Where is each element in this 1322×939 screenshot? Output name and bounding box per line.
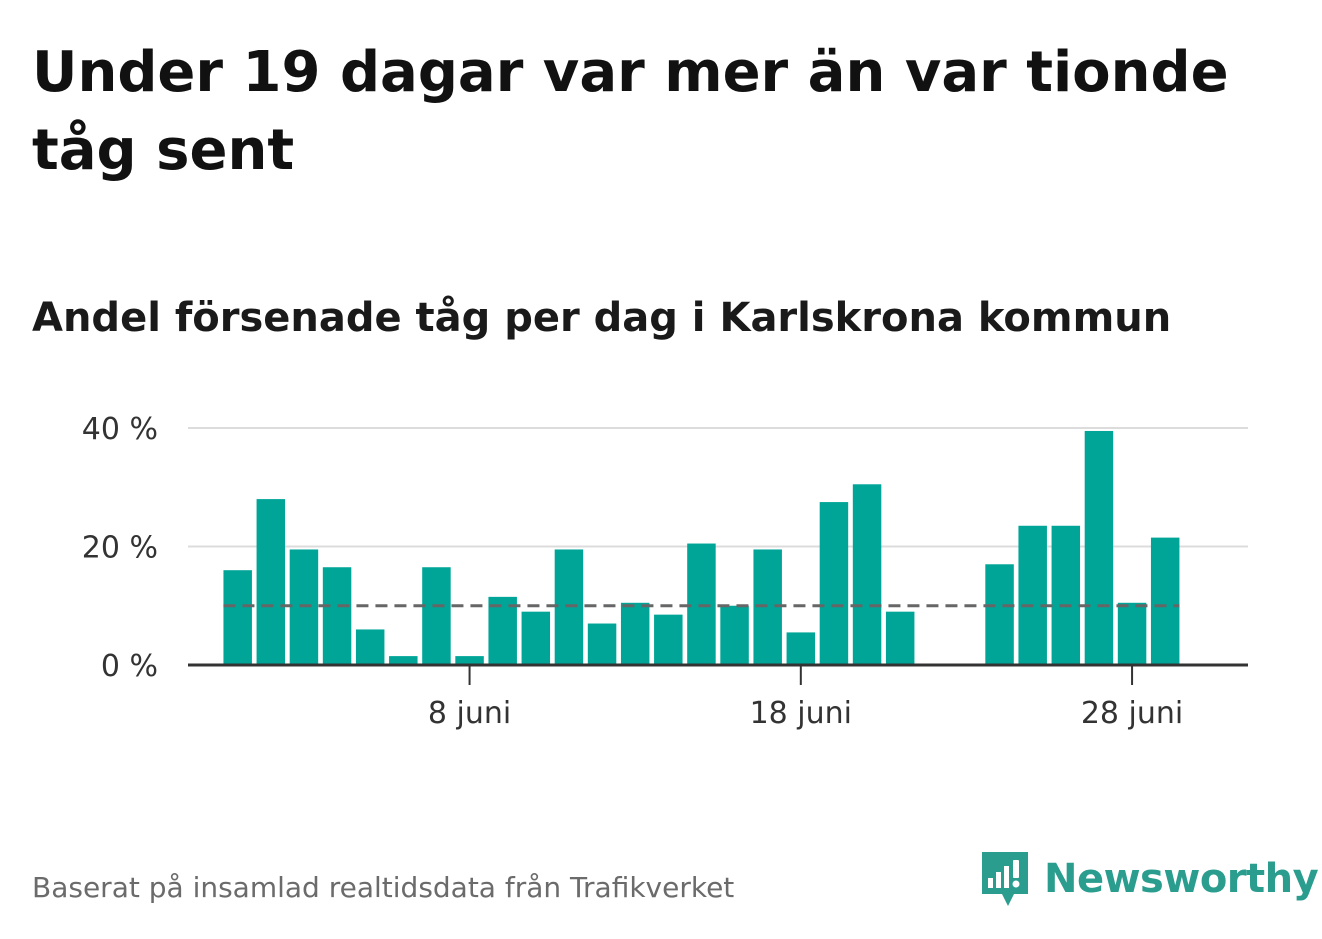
bar <box>654 614 683 665</box>
y-tick-label: 20 % <box>82 531 158 566</box>
bar <box>223 570 252 665</box>
bar-chart: 0 % 20 % 40 % 8 juni 18 juni 28 juni <box>82 412 1248 731</box>
bar <box>885 611 915 665</box>
x-tick-label: 8 juni <box>428 696 511 731</box>
source-note: Baserat på insamlad realtidsdata från Tr… <box>32 871 735 904</box>
bar <box>389 656 418 665</box>
bar <box>322 567 352 665</box>
bar <box>521 611 551 665</box>
bar <box>852 484 882 665</box>
bar <box>422 567 451 665</box>
bar <box>620 602 650 665</box>
chart-subtitle: Andel försenade tåg per dag i Karlskrona… <box>32 295 1172 341</box>
axes: 0 % 20 % 40 % 8 juni 18 juni 28 juni <box>82 412 1248 731</box>
bar <box>1051 525 1081 665</box>
bar <box>1117 602 1147 665</box>
bar <box>819 502 849 665</box>
bar <box>1150 537 1180 665</box>
bar <box>1084 430 1114 665</box>
bar <box>587 623 617 665</box>
bar <box>455 656 484 665</box>
bar-chart-speech-bubble-icon <box>982 852 1028 906</box>
bar <box>256 499 286 665</box>
bar <box>720 605 749 665</box>
x-tick-label: 18 juni <box>750 696 852 731</box>
bar <box>488 596 517 665</box>
bars <box>223 430 1180 665</box>
x-tick-label: 28 juni <box>1081 696 1183 731</box>
bar <box>355 629 385 665</box>
bar <box>1018 525 1047 665</box>
brand-name: Newsworthy <box>1044 856 1319 902</box>
bar <box>786 632 816 665</box>
y-tick-label: 0 % <box>101 649 158 684</box>
y-tick-label: 40 % <box>82 412 158 447</box>
brand-logo-link: Newsworthy <box>980 848 1319 910</box>
bar <box>985 564 1014 665</box>
chart-title: Under 19 dagar var mer än var tionde tåg… <box>32 40 1229 183</box>
